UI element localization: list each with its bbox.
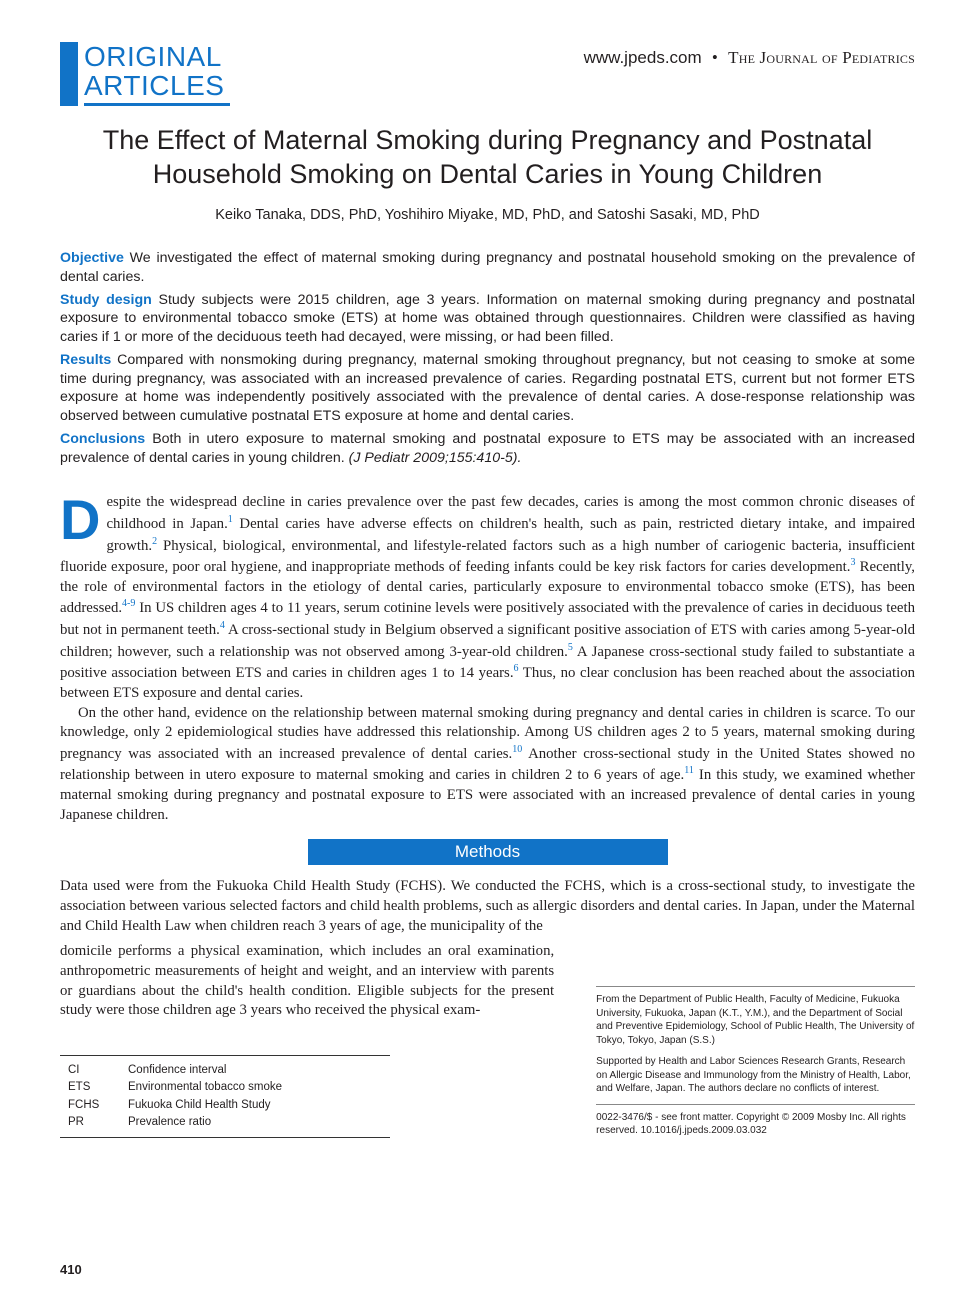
abbr-row: PRPrevalence ratio	[68, 1114, 382, 1131]
separator-dot: •	[706, 48, 724, 67]
p1c: Physical, biological, environmental, and…	[60, 538, 915, 576]
article-title: The Effect of Maternal Smoking during Pr…	[90, 124, 885, 192]
methods-p1-cont: domicile performs a physical examination…	[60, 942, 554, 1021]
abs-citation: (J Pediatr 2009;155:410-5).	[349, 450, 522, 466]
journal-header: www.jpeds.com • The Journal of Pediatric…	[584, 42, 915, 68]
badge-color-strip	[60, 42, 78, 106]
abbreviations-box: CIConfidence interval ETSEnvironmental t…	[60, 1055, 390, 1138]
badge-line-2: ARTICLES	[84, 70, 224, 101]
body-text: Despite the widespread decline in caries…	[60, 493, 915, 825]
abs-results-label: Results	[60, 352, 111, 368]
badge-line-1: ORIGINAL	[84, 41, 222, 72]
abbr-val: Confidence interval	[128, 1062, 226, 1079]
copyright-text: 0022-3476/$ - see front matter. Copyrigh…	[596, 1111, 915, 1138]
abbr-key: CI	[68, 1062, 128, 1079]
methods-header: Methods	[308, 839, 668, 865]
page-header: ORIGINAL ARTICLES www.jpeds.com • The Jo…	[60, 42, 915, 106]
journal-name: The Journal of Pediatrics	[728, 48, 915, 67]
methods-p1: Data used were from the Fukuoka Child He…	[60, 877, 915, 936]
abs-objective-label: Objective	[60, 250, 124, 266]
abbr-val: Fukuoka Child Health Study	[128, 1097, 271, 1114]
ref-10: 10	[512, 744, 522, 755]
left-column: domicile performs a physical examination…	[60, 942, 554, 1146]
ref-4-9: 4-9	[122, 598, 135, 609]
journal-url: www.jpeds.com	[584, 48, 702, 67]
dropcap: D	[60, 493, 106, 543]
page-number: 410	[60, 1262, 82, 1277]
abbr-row: FCHSFukuoka Child Health Study	[68, 1097, 382, 1114]
abbr-key: ETS	[68, 1079, 128, 1096]
bottom-columns: domicile performs a physical examination…	[60, 942, 915, 1146]
abbr-val: Prevalence ratio	[128, 1114, 211, 1131]
abbr-row: ETSEnvironmental tobacco smoke	[68, 1079, 382, 1096]
abs-design-label: Study design	[60, 292, 152, 308]
abs-conclusions-label: Conclusions	[60, 431, 145, 447]
article-authors: Keiko Tanaka, DDS, PhD, Yoshihiro Miyake…	[60, 207, 915, 223]
right-column-footnotes: From the Department of Public Health, Fa…	[596, 942, 915, 1146]
abstract-block: Objective We investigated the effect of …	[60, 249, 915, 467]
affiliation-text: From the Department of Public Health, Fa…	[596, 993, 915, 1047]
methods-body: Data used were from the Fukuoka Child He…	[60, 877, 915, 936]
ref-11: 11	[684, 765, 694, 776]
abbr-val: Environmental tobacco smoke	[128, 1079, 282, 1096]
abs-results-text: Compared with nonsmoking during pregnanc…	[60, 352, 915, 424]
support-text: Supported by Health and Labor Sciences R…	[596, 1055, 915, 1096]
abbr-row: CIConfidence interval	[68, 1062, 382, 1079]
abbr-key: FCHS	[68, 1097, 128, 1114]
abbr-key: PR	[68, 1114, 128, 1131]
article-type-badge: ORIGINAL ARTICLES	[60, 42, 230, 106]
abs-design-text: Study subjects were 2015 children, age 3…	[60, 292, 915, 345]
abs-objective-text: We investigated the effect of maternal s…	[60, 250, 915, 285]
